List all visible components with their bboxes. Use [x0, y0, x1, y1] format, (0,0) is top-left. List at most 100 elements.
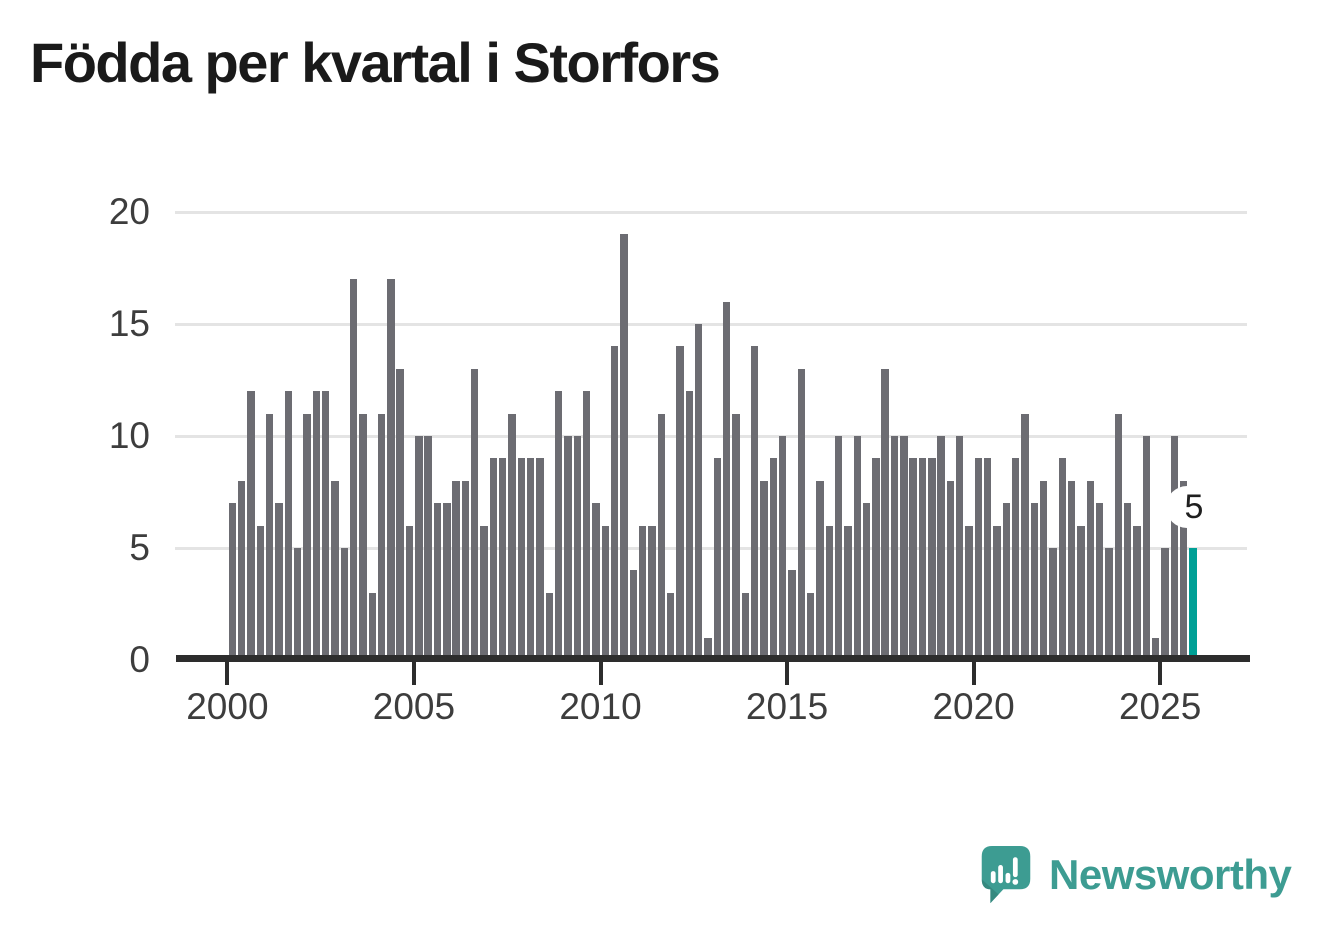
- bar-2007-Q4: [517, 458, 526, 660]
- bar-2015-Q2: [797, 368, 805, 660]
- bar-2019-Q3: [956, 436, 964, 660]
- bar-2025-Q3: [1179, 480, 1188, 660]
- bar-2018-Q4: [928, 458, 936, 660]
- bar-2023-Q3: [1105, 548, 1113, 660]
- y-axis-label-0: 0: [129, 639, 150, 680]
- x-axis-tick-2010: [598, 662, 603, 685]
- bar-2000-Q1: [228, 503, 236, 660]
- bar-2012-Q4: [704, 637, 712, 660]
- y-axis-label-20: 20: [108, 191, 150, 232]
- x-axis-tick-2015: [785, 662, 790, 685]
- bar-2025-Q4: [1189, 548, 1197, 660]
- bar-2002-Q1: [303, 413, 311, 660]
- bar-2024-Q3: [1142, 436, 1151, 660]
- bar-2009-Q4: [592, 503, 600, 660]
- x-axis-label-2005: 2005: [372, 686, 456, 727]
- bar-2000-Q3: [247, 391, 255, 660]
- gridline-y-5: [175, 547, 1247, 550]
- bar-2007-Q1: [489, 458, 498, 660]
- highlight-label-halo: [1165, 486, 1208, 528]
- chart-title: Födda per kvartal i Storfors: [30, 31, 721, 94]
- bar-2015-Q3: [806, 592, 815, 660]
- bar-2009-Q3: [583, 391, 591, 660]
- newsworthy-logo-icon: [981, 845, 1031, 904]
- bar-2012-Q1: [676, 346, 684, 660]
- bar-2000-Q2: [237, 480, 246, 660]
- bar-2015-Q1: [788, 570, 796, 660]
- bar-2011-Q2: [648, 525, 656, 660]
- x-axis-tick-2000: [225, 662, 230, 685]
- bar-2010-Q4: [629, 570, 638, 660]
- y-axis-label-5: 5: [129, 527, 150, 568]
- bar-2001-Q3: [284, 391, 292, 660]
- x-axis-line: [176, 655, 1250, 662]
- bar-2009-Q1: [564, 436, 572, 660]
- bar-2002-Q3: [321, 391, 330, 660]
- bar-2025-Q1: [1161, 548, 1169, 660]
- bar-2019-Q1: [937, 436, 945, 660]
- bar-2022-Q1: [1049, 548, 1057, 660]
- bar-2013-Q2: [722, 301, 731, 660]
- bar-2014-Q2: [760, 480, 768, 660]
- bar-2007-Q3: [508, 413, 516, 660]
- y-axis-label-15: 15: [108, 303, 150, 344]
- bar-2003-Q4: [368, 592, 376, 660]
- x-axis-tick-2025: [1158, 662, 1163, 685]
- bar-2001-Q4: [293, 548, 302, 660]
- bar-2017-Q1: [862, 503, 871, 660]
- bar-2023-Q4: [1114, 413, 1123, 660]
- bar-2018-Q2: [909, 458, 917, 660]
- x-axis-tick-2005: [411, 662, 416, 685]
- bar-2019-Q2: [946, 480, 955, 660]
- bar-2014-Q4: [778, 436, 787, 660]
- bar-2020-Q3: [993, 525, 1001, 660]
- gridline-y-20: [175, 211, 1247, 214]
- bar-2016-Q4: [853, 436, 861, 660]
- bar-2020-Q2: [984, 458, 992, 660]
- bar-2009-Q2: [573, 436, 582, 660]
- bar-2022-Q3: [1068, 480, 1076, 660]
- bar-2008-Q4: [555, 391, 563, 660]
- gridline-y-10: [175, 435, 1247, 438]
- bar-2006-Q2: [461, 480, 470, 660]
- bar-2021-Q2: [1021, 413, 1029, 660]
- gridline-y-15: [175, 323, 1247, 326]
- bar-2004-Q3: [396, 368, 404, 660]
- bar-2025-Q2: [1170, 436, 1179, 660]
- bar-2017-Q4: [890, 436, 899, 660]
- bar-2018-Q1: [900, 436, 908, 660]
- x-axis-label-2000: 2000: [186, 686, 269, 727]
- bar-2003-Q3: [359, 413, 367, 660]
- bar-2001-Q1: [265, 413, 274, 660]
- bar-2002-Q4: [331, 480, 339, 660]
- x-axis-label-2020: 2020: [932, 686, 1015, 727]
- bar-2013-Q1: [713, 458, 721, 660]
- bar-2005-Q2: [424, 436, 432, 660]
- bar-2008-Q2: [536, 458, 544, 660]
- newsworthy-logo: Newsworthy: [980, 844, 1292, 906]
- bar-2022-Q2: [1058, 458, 1067, 660]
- bar-2010-Q2: [611, 346, 619, 660]
- bar-2003-Q1: [340, 548, 348, 660]
- bar-2001-Q2: [275, 503, 283, 660]
- bar-2016-Q2: [834, 436, 843, 660]
- bar-2014-Q3: [769, 458, 777, 660]
- highlight-value-label: 5: [1184, 488, 1204, 526]
- bar-2013-Q4: [741, 592, 749, 660]
- bar-2012-Q2: [685, 391, 693, 660]
- bar-2015-Q4: [816, 480, 824, 660]
- bar-2022-Q4: [1077, 525, 1085, 660]
- bar-2023-Q2: [1096, 503, 1104, 660]
- bar-2020-Q1: [974, 458, 983, 660]
- y-axis-label-10: 10: [108, 415, 150, 456]
- bar-2005-Q1: [415, 436, 423, 660]
- bar-2023-Q1: [1086, 480, 1095, 660]
- x-axis-label-2015: 2015: [745, 686, 829, 727]
- bar-2006-Q4: [480, 525, 488, 660]
- bar-2024-Q2: [1133, 525, 1141, 660]
- bar-2004-Q4: [405, 525, 414, 660]
- bar-2016-Q1: [825, 525, 833, 660]
- bar-2021-Q1: [1012, 458, 1020, 660]
- bar-2012-Q3: [694, 324, 703, 660]
